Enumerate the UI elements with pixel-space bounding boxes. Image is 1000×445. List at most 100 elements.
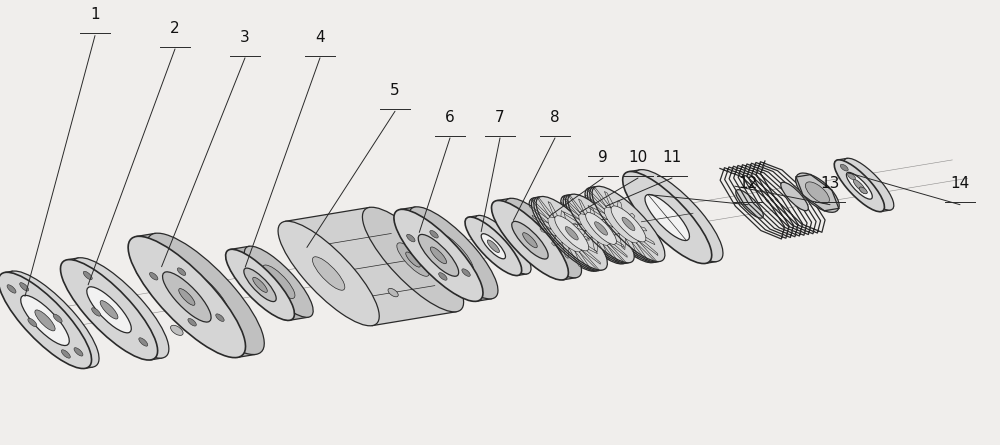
Polygon shape [497,198,576,280]
Ellipse shape [606,206,641,243]
Ellipse shape [263,265,295,299]
Text: 5: 5 [390,83,400,98]
Text: 4: 4 [315,29,325,44]
Text: 2: 2 [170,20,180,36]
Text: 14: 14 [950,176,970,191]
Ellipse shape [362,207,464,312]
Polygon shape [136,233,256,357]
Ellipse shape [844,158,894,210]
Ellipse shape [645,194,689,241]
Ellipse shape [0,272,92,368]
Ellipse shape [552,216,586,251]
Ellipse shape [418,235,459,276]
Ellipse shape [406,252,420,267]
Ellipse shape [859,187,867,194]
Ellipse shape [388,288,398,297]
Ellipse shape [147,233,264,355]
Ellipse shape [7,285,16,293]
Ellipse shape [534,197,605,271]
Ellipse shape [590,186,663,262]
Ellipse shape [6,271,99,367]
Ellipse shape [407,235,415,242]
Ellipse shape [615,218,628,232]
Ellipse shape [611,206,646,242]
Ellipse shape [487,240,499,253]
Text: 13: 13 [820,176,840,191]
Ellipse shape [805,182,829,203]
Ellipse shape [587,187,660,263]
Ellipse shape [139,338,148,346]
Ellipse shape [61,350,70,358]
Ellipse shape [216,314,224,321]
Ellipse shape [72,258,169,358]
Ellipse shape [550,217,584,252]
Ellipse shape [555,216,589,251]
Ellipse shape [568,194,634,263]
Ellipse shape [433,232,474,274]
Ellipse shape [20,283,29,291]
Polygon shape [90,285,139,333]
Polygon shape [24,294,73,345]
Ellipse shape [523,233,537,248]
Ellipse shape [181,269,230,319]
Ellipse shape [491,200,568,280]
Polygon shape [483,232,513,259]
Ellipse shape [430,247,447,264]
Ellipse shape [278,221,379,326]
Ellipse shape [585,187,658,263]
Ellipse shape [409,207,498,299]
Ellipse shape [859,187,867,194]
Text: 11: 11 [662,150,682,165]
Ellipse shape [563,227,576,240]
Ellipse shape [620,218,633,231]
Text: 8: 8 [550,109,560,125]
Ellipse shape [583,213,614,245]
Ellipse shape [536,197,607,270]
Text: 10: 10 [628,150,648,165]
Ellipse shape [462,269,470,276]
Ellipse shape [128,236,246,358]
Ellipse shape [781,182,808,210]
Ellipse shape [558,228,571,241]
Ellipse shape [592,222,605,235]
Ellipse shape [595,222,608,235]
Ellipse shape [439,273,447,280]
Text: 7: 7 [495,109,505,125]
Ellipse shape [561,227,574,241]
Ellipse shape [623,171,712,263]
Ellipse shape [565,227,578,240]
Ellipse shape [531,197,603,271]
Ellipse shape [579,214,609,246]
Polygon shape [838,158,890,212]
Text: 6: 6 [445,109,455,125]
Polygon shape [469,215,527,275]
Ellipse shape [179,288,195,305]
Ellipse shape [430,231,438,238]
Ellipse shape [796,173,839,212]
Ellipse shape [592,186,665,262]
Text: 9: 9 [598,150,608,165]
Ellipse shape [397,243,429,276]
Ellipse shape [834,160,884,212]
Ellipse shape [177,268,186,275]
Ellipse shape [149,272,158,280]
Text: 3: 3 [240,29,250,44]
Polygon shape [285,207,457,326]
Ellipse shape [548,217,582,252]
Ellipse shape [100,301,118,319]
Ellipse shape [171,325,183,336]
Ellipse shape [588,223,600,236]
Ellipse shape [244,246,313,317]
Ellipse shape [609,206,644,243]
Ellipse shape [561,195,627,264]
Ellipse shape [87,287,131,333]
Ellipse shape [586,213,616,244]
Ellipse shape [312,257,345,290]
Ellipse shape [563,195,630,263]
Ellipse shape [206,330,218,340]
Ellipse shape [604,207,639,243]
Polygon shape [400,207,492,301]
Ellipse shape [590,222,603,236]
Ellipse shape [581,213,612,245]
Ellipse shape [21,295,69,345]
